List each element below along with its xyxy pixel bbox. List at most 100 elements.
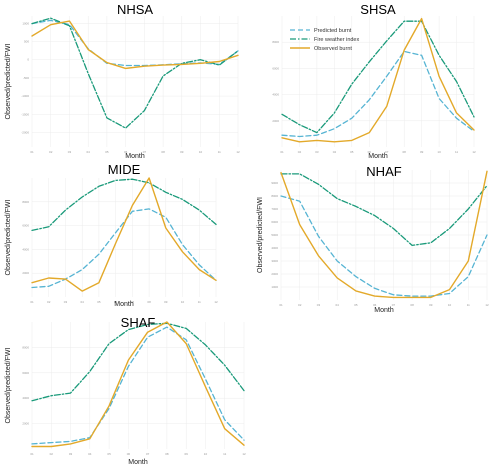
gridlines — [31, 16, 239, 147]
x-tick-label: 07 — [392, 303, 396, 307]
x-tick-label: 07 — [146, 452, 150, 456]
y-tick-label: 7000 — [271, 207, 278, 211]
chart-title: SHSA — [360, 2, 396, 17]
x-tick-label: 02 — [50, 452, 54, 456]
x-tick-label: 04 — [333, 150, 337, 154]
y-tick-label: 8000 — [22, 345, 29, 349]
x-tick-label: 10 — [204, 452, 208, 456]
y-tick-label: 8000 — [271, 194, 278, 198]
y-tick-label: 2000 — [272, 119, 279, 123]
x-tick-label: 03 — [64, 300, 68, 304]
x-tick-label: 01 — [30, 452, 34, 456]
y-tick-label: 2000 — [22, 271, 29, 275]
x-tick-label: 06 — [368, 150, 372, 154]
x-tick-label: 10 — [199, 150, 203, 154]
x-tick-label: 09 — [180, 150, 184, 154]
x-tick-label: 10 — [437, 150, 441, 154]
x-tick-label: 07 — [143, 150, 147, 154]
x-tick-label: 03 — [69, 452, 73, 456]
y-tick-label: 9000 — [271, 181, 278, 185]
gridlines — [31, 322, 245, 449]
y-tick-label: 8000 — [22, 200, 29, 204]
x-tick-label: 04 — [87, 150, 91, 154]
x-tick-label: 02 — [47, 300, 51, 304]
series-line-predicted — [31, 326, 245, 445]
chart-title: MIDE — [108, 162, 141, 177]
x-tick-label: 07 — [385, 150, 389, 154]
x-tick-label: 01 — [279, 303, 283, 307]
y-tick-label: 0 — [27, 58, 29, 62]
series-line-observed — [31, 177, 217, 292]
legend-entry-observed: Observed burnt — [314, 46, 352, 52]
y-tick-label: 2000 — [22, 422, 29, 426]
series-line-fwi — [280, 173, 488, 247]
y-tick-label: 6000 — [22, 371, 29, 375]
x-tick-label: 05 — [97, 300, 101, 304]
y-tick-label: 6000 — [271, 220, 278, 224]
panel-nhsa: -2000 -1500 -1000 -500 0 500 1000 01 02 03 04 05 06 0… — [5, 2, 240, 160]
y-axis-label: Observed/predicted/FWI — [5, 200, 12, 276]
x-tick-label: 12 — [485, 303, 489, 307]
x-tick-label: 09 — [164, 300, 168, 304]
x-tick-label: 08 — [410, 303, 414, 307]
x-tick-label: 08 — [403, 150, 407, 154]
x-tick-label: 06 — [114, 300, 118, 304]
x-tick-label: 03 — [68, 150, 72, 154]
x-tick-label: 05 — [350, 150, 354, 154]
legend: Predicted burnt Fire weather index Observe… — [290, 28, 359, 52]
series-line-predicted — [281, 50, 475, 138]
x-tick-label: 12 — [214, 300, 218, 304]
y-axis-label: Observed/predicted/FWI — [5, 44, 12, 120]
x-tick-label: 08 — [147, 300, 151, 304]
x-axis-label: Month — [374, 307, 394, 314]
panel-nhaf: 1000 2000 3000 4000 5000 6000 7000 8000 9000 01 02… — [257, 164, 489, 314]
y-tick-label: 5000 — [271, 233, 278, 237]
series-line-predicted — [31, 19, 239, 67]
x-tick-label: 05 — [354, 303, 358, 307]
x-tick-label: 05 — [105, 150, 109, 154]
x-tick-label: 05 — [107, 452, 111, 456]
series-line-fwi — [31, 178, 217, 232]
x-tick-label: 07 — [131, 300, 135, 304]
series-line-observed — [31, 20, 239, 70]
x-tick-label: 01 — [280, 150, 284, 154]
x-tick-label: 03 — [315, 150, 319, 154]
chart-title: NHSA — [117, 2, 153, 17]
y-tick-label: -1500 — [21, 112, 29, 116]
x-tick-label: 12 — [472, 150, 476, 154]
x-tick-label: 09 — [429, 303, 433, 307]
y-tick-label: 6000 — [272, 66, 279, 70]
gridlines — [281, 16, 475, 147]
panel-mide: 2000 4000 6000 8000 01 02 03 04 05 06 07 08 09 10 11 12… — [5, 162, 218, 308]
y-tick-label: 3000 — [271, 259, 278, 263]
x-tick-label: 01 — [30, 300, 34, 304]
y-tick-label: 8000 — [272, 40, 279, 44]
y-tick-label: 4000 — [272, 93, 279, 97]
y-axis-label: Observed/predicted/FWI — [257, 197, 264, 273]
x-tick-label: 11 — [198, 300, 201, 304]
y-tick-label: 6000 — [22, 224, 29, 228]
x-tick-label: 02 — [298, 303, 302, 307]
x-tick-label: 10 — [448, 303, 452, 307]
y-tick-label: 4000 — [22, 247, 29, 251]
y-tick-label: -500 — [23, 76, 29, 80]
x-tick-label: 11 — [455, 150, 458, 154]
y-tick-label: 2000 — [271, 272, 278, 276]
x-tick-label: 08 — [165, 452, 169, 456]
series-line-fwi — [31, 17, 239, 129]
panel-shaf: 2000 4000 6000 8000 01 02 03 04 05 06 07 08 09 10 11 12… — [5, 315, 246, 466]
x-tick-label: 04 — [336, 303, 340, 307]
x-tick-label: 08 — [161, 150, 165, 154]
x-tick-label: 02 — [298, 150, 302, 154]
panel-shsa: 2000 4000 6000 8000 01 02 03 04 05 06 07 08 09 10 11 12… — [272, 2, 476, 160]
x-axis-label: Month — [125, 153, 145, 160]
x-tick-label: 06 — [373, 303, 377, 307]
legend-entry-fwi: Fire weather index — [314, 37, 359, 43]
x-tick-label: 12 — [242, 452, 246, 456]
x-tick-label: 11 — [218, 150, 221, 154]
series-line-predicted — [280, 195, 488, 297]
y-tick-label: 4000 — [271, 246, 278, 250]
chart-title: SHAF — [121, 315, 156, 330]
x-tick-label: 06 — [127, 452, 131, 456]
